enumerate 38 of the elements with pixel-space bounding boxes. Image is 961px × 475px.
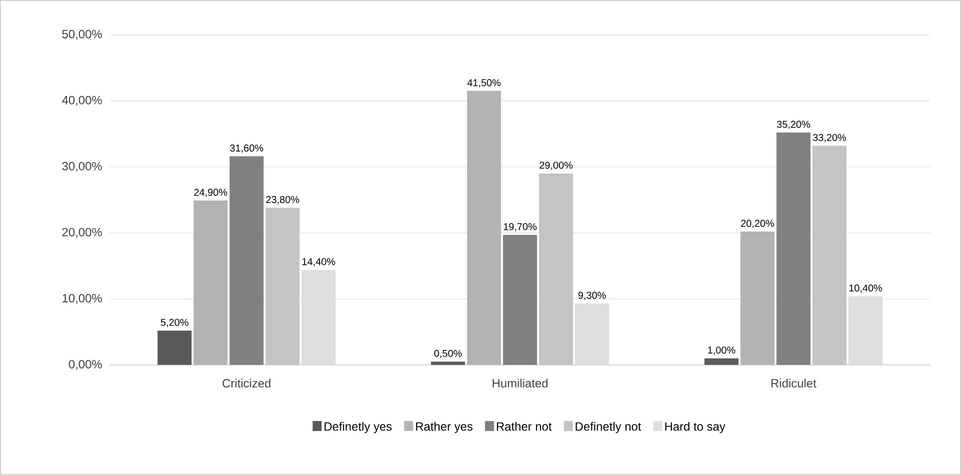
legend-label: Definetly not xyxy=(576,422,642,434)
data-label: 1,00% xyxy=(708,346,736,355)
y-tick-label: 20,00% xyxy=(62,228,102,238)
data-label: 23,80% xyxy=(266,196,300,204)
data-label: 35,20% xyxy=(776,120,810,130)
bar xyxy=(848,296,882,366)
bar xyxy=(431,362,466,366)
y-tick-label: 40,00% xyxy=(62,96,102,106)
data-label: 19,70% xyxy=(504,223,537,232)
data-label: 31,60% xyxy=(230,144,264,153)
data-label: 5,20% xyxy=(160,318,188,328)
legend-label: Rather yes xyxy=(416,422,472,434)
bar xyxy=(302,270,336,366)
y-tick-label: 0,00% xyxy=(68,360,102,370)
bar xyxy=(503,234,538,366)
legend-label: Definetly yes xyxy=(324,422,392,434)
data-label: 9,30% xyxy=(578,292,606,300)
data-label: 33,20% xyxy=(812,134,846,142)
data-label: 0,50% xyxy=(434,350,462,358)
x-tick-label: Ridiculet xyxy=(772,378,816,388)
y-tick-label: 30,00% xyxy=(62,162,102,172)
data-label: 29,00% xyxy=(540,162,573,170)
bar xyxy=(230,156,264,366)
x-tick-label: Criticized xyxy=(222,378,270,388)
legend-label: Hard to say xyxy=(665,422,726,434)
data-label: 41,50% xyxy=(467,79,501,88)
data-label: 24,90% xyxy=(194,188,228,198)
bar xyxy=(776,132,810,366)
data-label: 10,40% xyxy=(849,284,882,293)
y-tick-label: 50,00% xyxy=(62,30,102,40)
bar xyxy=(158,330,192,366)
bar xyxy=(704,358,738,366)
x-tick-label: Humiliated xyxy=(492,378,548,388)
data-label: 20,20% xyxy=(741,220,774,228)
data-label: 14,40% xyxy=(302,258,336,266)
y-tick-label: 10,00% xyxy=(62,294,102,304)
bar xyxy=(575,304,610,366)
legend-label: Rather not xyxy=(496,422,552,431)
